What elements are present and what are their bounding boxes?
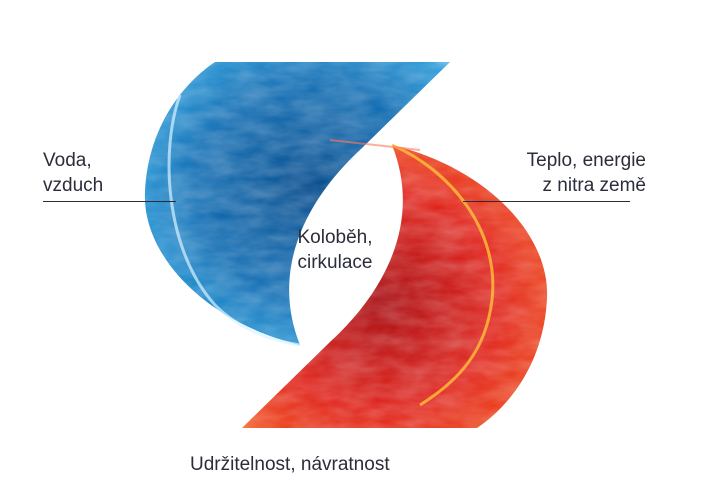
label-cycle-line2: cirkulace [297,252,373,273]
label-cycle: Koloběh, cirkulace [280,225,390,275]
label-water-line2: vzduch [43,175,104,196]
label-water-line1: Voda, [43,150,92,171]
label-heat-line2: z nitra země [542,175,646,196]
label-water: Voda, vzduch [43,148,103,198]
fire-half [242,139,548,428]
water-half [144,62,450,347]
label-sustainability: Udržitelnost, návratnost [190,454,390,475]
divider-left [43,201,176,202]
label-heat: Teplo, energie z nitra země [496,148,646,198]
label-cycle-line1: Koloběh, [297,227,373,248]
label-heat-line1: Teplo, energie [526,150,646,171]
divider-right [463,201,630,202]
